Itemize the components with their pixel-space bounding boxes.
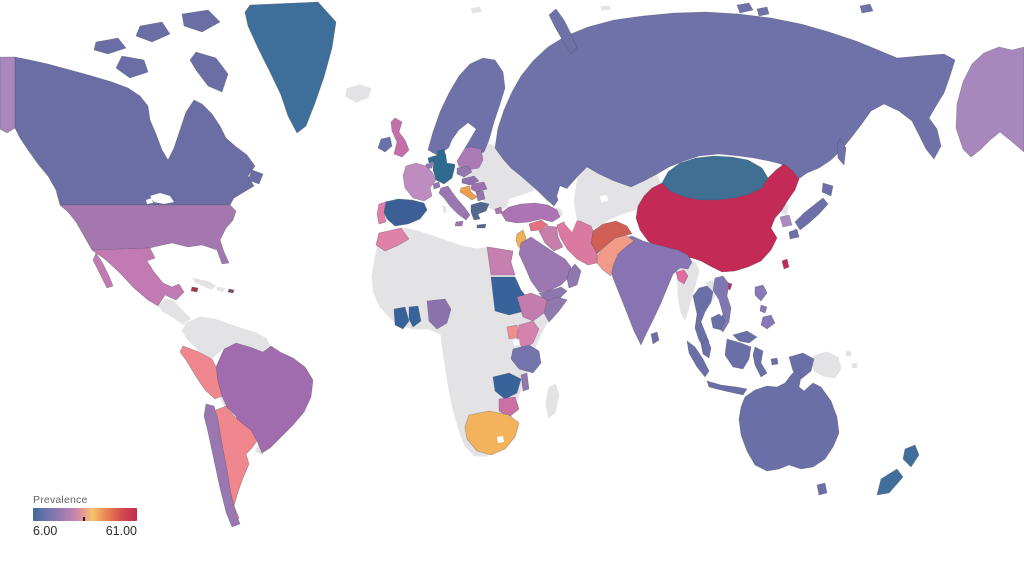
country-france[interactable] [402,162,437,202]
country-saudi-arabia[interactable] [518,236,572,293]
country-canada[interactable] [14,9,264,206]
country-cote-divoire[interactable] [393,306,410,330]
legend-title: Prevalence [33,494,88,506]
country-switzerland[interactable] [432,181,441,190]
country-mexico[interactable] [91,247,185,307]
country-serbia[interactable] [475,190,486,202]
country-malawi[interactable] [520,372,530,392]
country-chile[interactable] [203,403,241,528]
country-greece[interactable] [470,201,490,229]
country-zimbabwe[interactable] [498,396,520,418]
country-iran[interactable] [556,219,598,266]
country-south-africa[interactable] [464,410,520,456]
country-uk[interactable] [390,117,410,158]
baltic-sea [446,123,476,164]
country-portugal[interactable] [376,201,387,225]
country-hungary[interactable] [470,181,488,193]
legend-labels: 6.00 61.00 [33,524,137,538]
country-bangladesh[interactable] [675,269,689,285]
country-vietnam[interactable] [712,275,732,333]
country-greenland[interactable] [244,1,337,134]
country-zambia[interactable] [492,372,522,400]
country-tanzania[interactable] [510,344,542,374]
great-lakes [146,193,174,204]
color-legend: Prevalence 6.00 61.00 [33,494,137,538]
country-poland[interactable] [455,146,484,171]
country-nigeria[interactable] [426,298,452,330]
country-taiwan[interactable] [781,258,790,270]
country-kenya[interactable] [516,320,540,350]
country-austria[interactable] [461,175,480,186]
country-ireland[interactable] [377,136,393,153]
country-iraq[interactable] [538,225,564,252]
aral-sea [600,195,608,202]
landmass-papua-new-guinea [810,350,843,380]
landmass-iceland [344,83,373,104]
country-jamaica[interactable] [190,286,199,293]
caspian-sea [557,186,577,232]
country-thailand[interactable] [692,285,714,351]
legend-min-label: 6.00 [33,524,58,538]
country-russia[interactable] [494,2,956,207]
country-czechia[interactable] [456,165,473,178]
landmass-hispaniola [215,285,227,294]
country-syria[interactable] [528,219,549,232]
country-peru[interactable] [179,345,223,400]
country-india[interactable] [606,235,693,346]
country-sri-lanka[interactable] [650,331,660,345]
country-somalia[interactable] [543,296,568,323]
country-cambodia[interactable] [710,313,726,331]
country-japan[interactable] [788,182,834,240]
country-morocco[interactable] [375,227,410,252]
country-usa[interactable] [59,204,237,265]
country-south-korea[interactable] [779,214,793,228]
country-alaska[interactable] [0,46,1024,158]
lesotho-hole [497,436,504,443]
legend-tick [82,517,85,521]
legend-gradient-bar[interactable] [33,508,137,521]
country-australia[interactable] [738,368,840,496]
country-malaysia[interactable] [700,330,758,359]
landmass-madagascar [544,382,561,420]
country-afghanistan[interactable] [590,220,633,255]
country-turkey[interactable] [494,202,561,224]
landmass-png-islands [844,349,859,370]
country-puerto-rico[interactable] [227,288,235,294]
lake-victoria [513,339,520,346]
country-new-zealand[interactable] [876,444,920,496]
country-oman[interactable] [566,263,582,289]
landmass-cuba [190,276,218,291]
country-italy[interactable] [438,185,471,227]
landmass-svalbard [469,5,484,15]
landmass-sardinia [441,204,448,214]
country-ghana[interactable] [408,305,422,328]
landmass-franz-josef [599,4,612,12]
country-philippines[interactable] [754,284,776,330]
country-egypt[interactable] [486,246,516,276]
country-croatia[interactable] [459,185,478,201]
legend-max-label: 61.00 [105,524,137,538]
country-spain[interactable] [382,198,428,227]
